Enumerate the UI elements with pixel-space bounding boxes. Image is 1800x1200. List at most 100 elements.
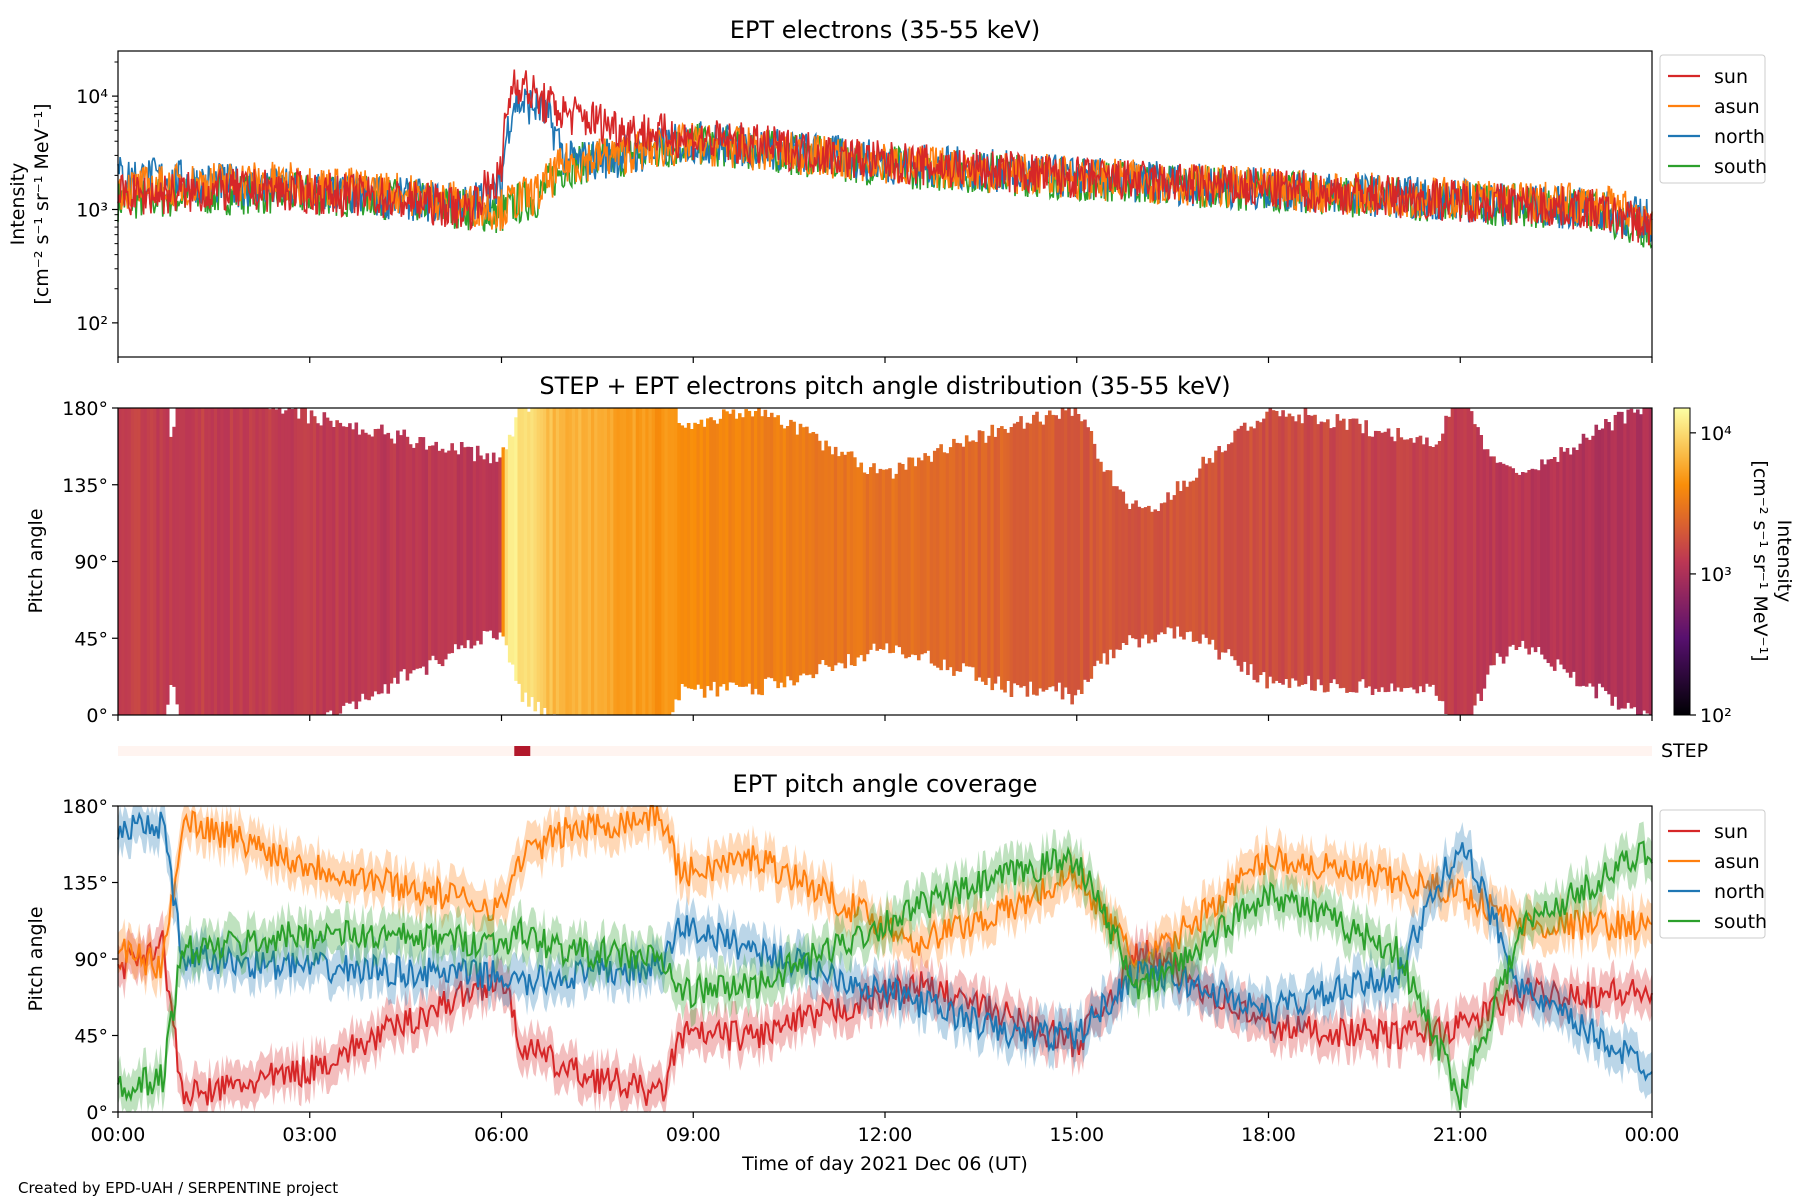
heatmap-column (782, 428, 787, 688)
heatmap-column (1562, 451, 1567, 670)
heatmap-column (622, 408, 627, 715)
heatmap-column (1444, 415, 1448, 714)
heatmap-column (185, 408, 189, 715)
heatmap-column (1028, 423, 1033, 682)
heatmap-column (1022, 428, 1027, 687)
heatmap-column (619, 408, 624, 715)
heatmap-column (1377, 431, 1381, 692)
heatmap-column (440, 448, 445, 667)
heatmap-column (753, 411, 758, 689)
legend-label-asun: asun (1714, 96, 1760, 118)
heatmap-column (712, 420, 717, 682)
heatmap-column (1348, 419, 1352, 692)
heatmap-column (1143, 507, 1148, 635)
heatmap-column (987, 435, 991, 678)
heatmap-column (1428, 446, 1432, 687)
heatmap-column (1179, 491, 1183, 637)
series-band-sun (118, 910, 1652, 1112)
heatmap-column (594, 408, 598, 715)
heatmap-column (699, 419, 704, 689)
heatmap-column (220, 408, 224, 715)
heatmap-column (348, 423, 352, 704)
heatmap-column (1051, 414, 1055, 687)
heatmap-column (1536, 470, 1541, 647)
heatmap-column (958, 443, 963, 672)
heatmap-column (1520, 472, 1525, 641)
heatmap-column (1223, 450, 1228, 653)
x-axis-label: Time of day 2021 Dec 06 (UT) (741, 1153, 1028, 1175)
heatmap-column (1249, 426, 1253, 665)
heatmap-column (1054, 415, 1058, 692)
legend-label-north: north (1714, 881, 1765, 903)
heatmap-column (897, 462, 902, 648)
heatmap-column (121, 408, 125, 715)
heatmap-column (1150, 511, 1154, 640)
heatmap-column (1204, 463, 1209, 638)
heatmap-column (833, 446, 838, 666)
heatmap-column (626, 408, 630, 715)
heatmap-column (402, 429, 407, 670)
heatmap-column (1645, 408, 1650, 714)
heatmap-column (1230, 442, 1234, 657)
heatmap-column (1274, 411, 1279, 681)
heatmap-column (1172, 495, 1177, 639)
heatmap-column (1479, 435, 1484, 701)
heatmap-column (1335, 414, 1340, 685)
heatmap-column (1060, 408, 1065, 700)
heatmap-column (1262, 418, 1266, 673)
heatmap-column (197, 408, 202, 715)
heatmap-column (290, 409, 295, 715)
heatmap-column (431, 445, 435, 656)
heatmap-column (1437, 441, 1442, 701)
heatmap-column (527, 411, 531, 707)
heatmap-column (1342, 418, 1346, 688)
heatmap-column (169, 436, 173, 685)
heatmap-column (1473, 424, 1477, 706)
heatmap-column (658, 408, 662, 715)
heatmap-column (913, 466, 918, 656)
heatmap-column (821, 450, 825, 660)
heatmap-column (143, 408, 148, 715)
heatmap-column (1591, 435, 1595, 687)
heatmap-column (1383, 431, 1388, 693)
heatmap-column (971, 440, 975, 668)
heatmap-column (1121, 491, 1126, 643)
heatmap-column (530, 408, 534, 698)
heatmap-column (674, 408, 678, 700)
panel3-x-axis: 00:00 03:00 06:00 09:00 12:00 15:00 18:00 21:00… (91, 1112, 1679, 1146)
heatmap-column (600, 408, 605, 715)
heatmap-column (603, 408, 608, 715)
heatmap-column (1629, 408, 1634, 709)
legend-label-south: south (1714, 911, 1767, 933)
heatmap-column (872, 463, 876, 644)
heatmap-column (977, 430, 982, 678)
heatmap-column (878, 468, 883, 649)
heatmap-column (597, 408, 601, 715)
y-tick-label: 45° (74, 1026, 108, 1048)
heatmap-column (277, 408, 282, 715)
heatmap-column (1322, 422, 1327, 693)
heatmap-column (693, 422, 697, 690)
heatmap-column (1361, 433, 1365, 680)
heatmap-column (466, 446, 470, 641)
heatmap-column (1131, 503, 1135, 639)
heatmap-column (744, 409, 748, 687)
heatmap-column (491, 452, 496, 639)
panel2-ylabel: Pitch angle (25, 508, 47, 613)
heatmap-column (1038, 421, 1042, 689)
heatmap-column (1099, 461, 1103, 664)
heatmap-column (130, 408, 135, 715)
heatmap-column (869, 467, 873, 650)
heatmap-column (149, 408, 154, 715)
heatmap-column (463, 447, 467, 649)
heatmap-column (559, 408, 563, 715)
heatmap-column (367, 434, 371, 701)
heatmap-column (495, 461, 499, 640)
x-tick-label: 12:00 (858, 1124, 913, 1146)
heatmap-column (1278, 416, 1282, 683)
heatmap-column (447, 450, 451, 654)
heatmap-column (1115, 486, 1119, 650)
heatmap-column (380, 424, 384, 694)
series-line-north (117, 811, 1653, 1082)
heatmap-column (424, 449, 429, 675)
